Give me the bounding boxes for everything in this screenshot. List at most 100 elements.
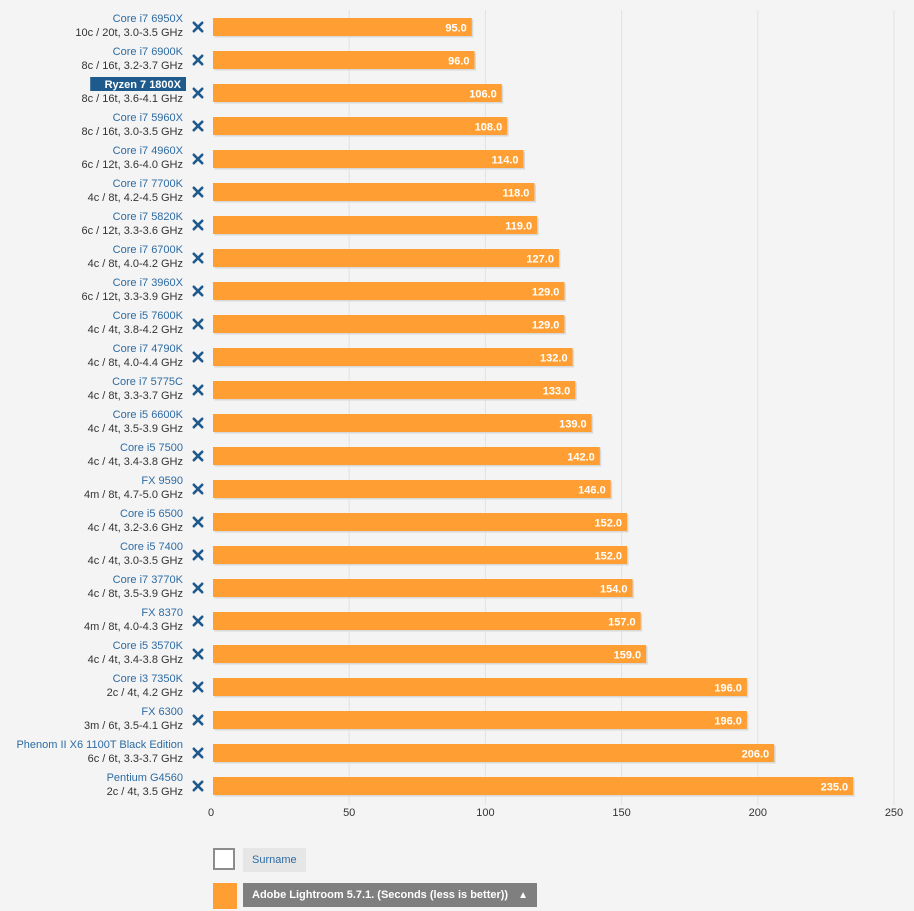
bar-value-label: 96.0 (448, 56, 469, 68)
bar[interactable] (213, 546, 628, 564)
bar[interactable] (213, 777, 854, 795)
x-tick-label: 50 (343, 807, 355, 819)
close-x-icon[interactable] (192, 186, 204, 198)
bar[interactable] (213, 348, 573, 366)
category-name-label[interactable]: Core i3 7350K (113, 673, 184, 685)
bar-value-label: 129.0 (532, 287, 560, 299)
category-name-label[interactable]: Pentium G4560 (107, 772, 183, 784)
sort-arrow-icon[interactable]: ▲ (518, 890, 529, 901)
bar[interactable] (213, 447, 600, 465)
category-name-label[interactable]: Core i5 6600K (113, 409, 184, 421)
legend-label-lightroom[interactable]: Adobe Lightroom 5.7.1. (Seconds (less is… (243, 883, 538, 907)
close-x-icon[interactable] (192, 780, 204, 792)
legend-item-lightroom[interactable]: Adobe Lightroom 5.7.1. (Seconds (less is… (213, 883, 893, 909)
category-name-label[interactable]: Core i7 3770K (113, 574, 184, 586)
x-tick-label: 150 (612, 807, 630, 819)
bar[interactable] (213, 150, 524, 168)
bar-value-label: 152.0 (595, 551, 623, 563)
category-name-label[interactable]: Core i7 3960X (113, 277, 184, 289)
category-spec-label: 8c / 16t, 3.6-4.1 GHz (82, 93, 184, 105)
close-x-icon[interactable] (192, 54, 204, 66)
close-x-icon[interactable] (192, 516, 204, 528)
bar[interactable] (213, 117, 508, 135)
bar-value-label: 139.0 (559, 419, 587, 431)
category-spec-label: 2c / 4t, 3.5 GHz (107, 786, 183, 798)
close-x-icon[interactable] (192, 384, 204, 396)
category-spec-label: 4c / 4t, 3.5-3.9 GHz (88, 423, 183, 435)
category-spec-label: 6c / 12t, 3.6-4.0 GHz (82, 159, 184, 171)
category-name-label[interactable]: Core i7 4960X (113, 145, 184, 157)
category-name-label[interactable]: Phenom II X6 1100T Black Edition (16, 739, 183, 751)
highlight-badge (90, 77, 186, 91)
bar[interactable] (213, 579, 633, 597)
bar[interactable] (213, 315, 565, 333)
close-x-icon[interactable] (192, 615, 204, 627)
bar[interactable] (213, 612, 641, 630)
bar[interactable] (213, 645, 647, 663)
close-x-icon[interactable] (192, 318, 204, 330)
bar[interactable] (213, 480, 611, 498)
close-x-icon[interactable] (192, 681, 204, 693)
category-name-label[interactable]: Core i7 5960X (113, 112, 184, 124)
bars-layer: 95.0 96.0 106.0 108.0 114.0 118.0 119.0 127.0 12… (213, 18, 855, 797)
category-name-label[interactable]: Core i7 5820K (113, 211, 184, 223)
bar[interactable] (213, 744, 775, 762)
close-x-icon[interactable] (192, 153, 204, 165)
category-name-label[interactable]: Core i7 6950X (113, 13, 184, 25)
category-name-label[interactable]: FX 6300 (141, 706, 183, 718)
category-name-label[interactable]: FX 9590 (141, 475, 183, 487)
close-x-icon[interactable] (192, 714, 204, 726)
bar-chart-svg: 95.0 96.0 106.0 108.0 114.0 118.0 119.0 127.0 12… (16, 10, 903, 819)
legend-label-surname[interactable]: Surname (243, 848, 306, 872)
category-name-label[interactable]: Core i5 7400 (120, 541, 183, 553)
bar[interactable] (213, 249, 559, 267)
bar[interactable] (213, 414, 592, 432)
bar[interactable] (213, 513, 628, 531)
bar[interactable] (213, 51, 475, 69)
category-name-label[interactable]: FX 8370 (141, 607, 183, 619)
close-x-icon[interactable] (192, 582, 204, 594)
close-x-icon[interactable] (192, 450, 204, 462)
category-name-label[interactable]: Core i7 7700K (113, 178, 184, 190)
category-name-label[interactable]: Core i5 7500 (120, 442, 183, 454)
bar[interactable] (213, 381, 576, 399)
close-x-icon[interactable] (192, 285, 204, 297)
legend-item-surname[interactable]: Surname (213, 848, 893, 874)
bar-value-label: 118.0 (503, 188, 530, 200)
bar-value-label: 108.0 (475, 122, 503, 134)
category-spec-label: 4c / 4t, 3.4-3.8 GHz (88, 456, 183, 468)
x-tick-label: 0 (208, 807, 214, 819)
category-name-label[interactable]: Core i7 4790K (113, 343, 184, 355)
close-x-icon[interactable] (192, 120, 204, 132)
close-x-icon[interactable] (192, 21, 204, 33)
bar[interactable] (213, 711, 747, 729)
legend-checkbox[interactable] (213, 848, 235, 870)
close-x-icon[interactable] (192, 219, 204, 231)
bar-value-label: 132.0 (540, 353, 568, 365)
category-name-label[interactable]: Core i7 6700K (113, 244, 184, 256)
category-name-label[interactable]: Core i5 6500 (120, 508, 183, 520)
close-x-icon[interactable] (192, 747, 204, 759)
bar[interactable] (213, 678, 747, 696)
category-spec-label: 4c / 8t, 3.5-3.9 GHz (88, 588, 183, 600)
bar[interactable] (213, 183, 535, 201)
legend-color-swatch[interactable] (213, 883, 237, 909)
close-x-icon[interactable] (192, 351, 204, 363)
close-x-icon[interactable] (192, 483, 204, 495)
category-spec-label: 6c / 12t, 3.3-3.9 GHz (82, 291, 184, 303)
bar[interactable] (213, 18, 472, 36)
close-x-icon[interactable] (192, 648, 204, 660)
category-name-label[interactable]: Core i5 3570K (113, 640, 184, 652)
close-x-icon[interactable] (192, 417, 204, 429)
close-x-icon[interactable] (192, 252, 204, 264)
close-x-icon[interactable] (192, 549, 204, 561)
close-x-icon[interactable] (192, 87, 204, 99)
category-spec-label: 4m / 8t, 4.7-5.0 GHz (84, 489, 183, 501)
bar[interactable] (213, 84, 502, 102)
category-name-label[interactable]: Core i5 7600K (113, 310, 184, 322)
bar[interactable] (213, 216, 538, 234)
category-name-label[interactable]: Ryzen 7 1800X (105, 79, 182, 91)
category-name-label[interactable]: Core i7 5775C (112, 376, 183, 388)
bar[interactable] (213, 282, 565, 300)
category-name-label[interactable]: Core i7 6900K (113, 46, 184, 58)
